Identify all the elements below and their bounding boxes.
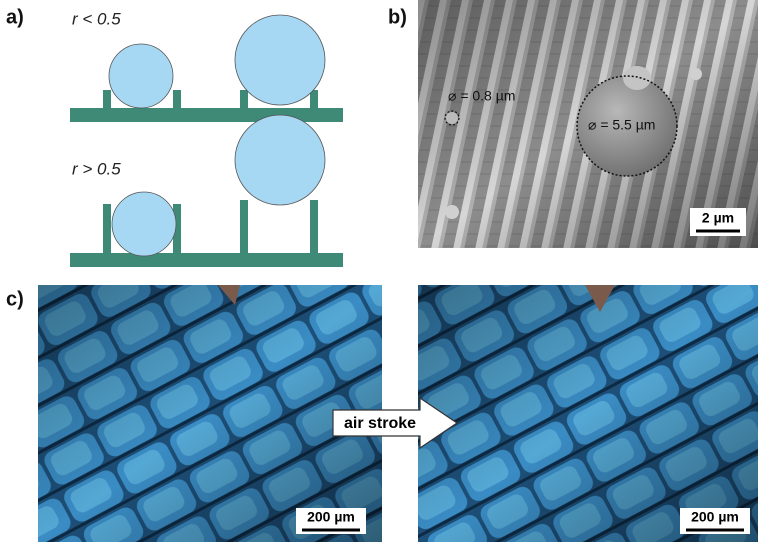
panel-label: b) xyxy=(388,6,407,28)
scale-bar-label: 2 µm xyxy=(702,210,734,226)
droplet xyxy=(234,114,326,206)
condition-label: r > 0.5 xyxy=(72,159,121,178)
droplet xyxy=(108,43,174,109)
diagram-bottom xyxy=(70,200,343,267)
arrow-label: air stroke xyxy=(344,415,416,432)
annotation: ⌀ = 0.8 µm xyxy=(448,88,515,104)
panel-label: c) xyxy=(6,288,24,310)
sem-image xyxy=(418,0,758,248)
scale-bar-label: 200 µm xyxy=(307,509,355,525)
micrograph-before xyxy=(38,285,382,542)
arrow xyxy=(332,396,459,450)
micrograph-after xyxy=(418,285,758,542)
droplet xyxy=(111,191,177,257)
condition-label: r < 0.5 xyxy=(72,9,121,28)
droplet xyxy=(234,14,326,106)
annotation: ⌀ = 5.5 µm xyxy=(588,117,655,133)
scale-bar-label: 200 µm xyxy=(691,509,739,525)
panel-label: a) xyxy=(6,6,24,28)
